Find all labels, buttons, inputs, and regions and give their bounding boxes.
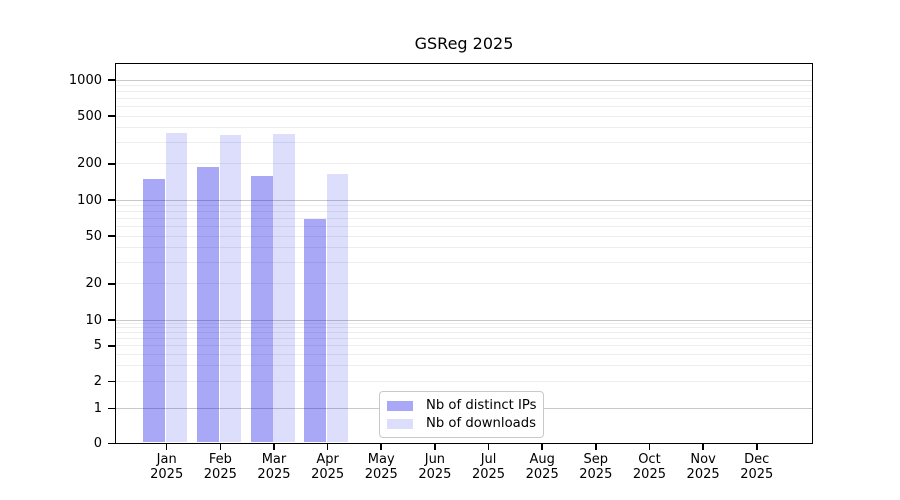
gridline-minor <box>116 365 812 367</box>
bar-downloads-Feb <box>219 134 242 443</box>
gridline-minor <box>116 91 812 93</box>
y-tick-label: 2 <box>93 374 102 390</box>
bar-distinct-ips-Mar <box>250 175 273 443</box>
gridline-minor <box>116 84 812 86</box>
y-tick-label: 1 <box>93 401 102 416</box>
gridline-minor <box>116 327 812 329</box>
chart-title: GSReg 2025 <box>414 34 514 53</box>
y-tick-label: 500 <box>77 108 102 124</box>
x-tick-label: May 2025 <box>364 452 398 482</box>
bar-distinct-ips-Apr <box>304 218 327 443</box>
y-tick-mark <box>108 79 115 81</box>
y-tick-mark <box>108 380 115 383</box>
legend-entry-downloads: Nb of downloads <box>387 416 543 431</box>
gridline-minor <box>116 163 812 165</box>
y-tick-label: 20 <box>85 276 102 292</box>
gridline-minor <box>116 211 812 213</box>
y-tick-label: 200 <box>77 156 102 172</box>
bar-distinct-ips-Jan <box>143 178 166 443</box>
gridline-major <box>116 199 812 201</box>
x-tick-mark <box>755 444 758 450</box>
y-tick-mark <box>108 283 115 285</box>
gridline-minor <box>116 127 812 129</box>
legend-swatch-downloads-icon <box>387 418 413 429</box>
x-tick-mark <box>273 444 275 450</box>
x-tick-mark <box>165 444 168 450</box>
y-tick-label: 0 <box>93 436 102 451</box>
x-tick-label: Feb 2025 <box>203 452 237 482</box>
gridline-minor <box>116 218 812 220</box>
bar-downloads-Mar <box>273 133 295 443</box>
x-tick-label: Nov 2025 <box>686 452 720 482</box>
gridline-minor <box>116 98 812 100</box>
x-tick-mark <box>595 444 597 450</box>
x-tick-mark <box>487 444 490 450</box>
y-tick-mark <box>108 345 115 347</box>
gridline-minor <box>116 106 812 108</box>
gridline-major <box>116 79 812 81</box>
plot-frame <box>115 63 813 444</box>
legend-entry-distinct-ips: Nb of distinct IPs <box>387 398 543 413</box>
y-tick-label: 10 <box>85 312 102 328</box>
gridline-minor <box>116 338 812 340</box>
gridline-minor <box>116 381 812 383</box>
gridline-minor <box>116 226 812 228</box>
x-tick-mark <box>702 444 704 450</box>
gridline-minor <box>116 354 812 356</box>
x-tick-mark <box>648 444 651 450</box>
y-tick-label: 5 <box>93 338 102 354</box>
bar-downloads-Apr <box>327 173 349 443</box>
y-tick-label: 50 <box>85 228 102 244</box>
y-tick-mark <box>108 235 115 237</box>
x-tick-mark <box>434 444 436 450</box>
legend-label-distinct-ips: Nb of distinct IPs <box>426 398 537 413</box>
legend: Nb of distinct IPs Nb of downloads <box>379 391 544 438</box>
gridline-major <box>116 319 812 321</box>
x-tick-label: Jul 2025 <box>471 452 506 482</box>
legend-label-downloads: Nb of downloads <box>426 416 536 431</box>
bar-distinct-ips-Feb <box>196 166 219 443</box>
x-tick-label: Dec 2025 <box>740 452 774 482</box>
x-tick-label: Mar 2025 <box>257 452 291 482</box>
y-tick-label: 1000 <box>68 72 102 88</box>
gridline-minor <box>116 262 812 264</box>
x-tick-label: Jan 2025 <box>150 452 184 482</box>
y-tick-mark <box>108 115 115 117</box>
gridline-minor <box>116 235 812 237</box>
bar-downloads-Jan <box>166 133 188 443</box>
y-tick-mark <box>108 319 115 321</box>
y-tick-mark <box>108 442 115 445</box>
gridline-minor <box>116 142 812 144</box>
x-tick-mark <box>380 444 383 450</box>
gridline-minor <box>116 283 812 285</box>
y-tick-mark <box>108 407 115 410</box>
y-tick-mark <box>108 163 115 165</box>
gridline-minor <box>116 322 812 324</box>
gridline-minor <box>116 115 812 117</box>
y-tick-mark <box>108 199 115 201</box>
gridline-minor <box>116 332 812 334</box>
x-tick-mark <box>219 444 222 450</box>
x-tick-mark <box>541 444 543 450</box>
gridline-minor <box>116 247 812 249</box>
legend-swatch-distinct-ips-icon <box>387 400 413 411</box>
x-tick-mark <box>326 444 329 450</box>
gridline-minor <box>116 204 812 206</box>
x-tick-label: Sep 2025 <box>579 452 613 482</box>
gridline-minor <box>116 345 812 347</box>
y-tick-label: 100 <box>77 192 102 208</box>
x-tick-label: Jun 2025 <box>418 452 452 482</box>
x-tick-label: Apr 2025 <box>311 452 345 482</box>
x-tick-label: Aug 2025 <box>525 452 559 482</box>
x-tick-label: Oct 2025 <box>632 452 666 482</box>
